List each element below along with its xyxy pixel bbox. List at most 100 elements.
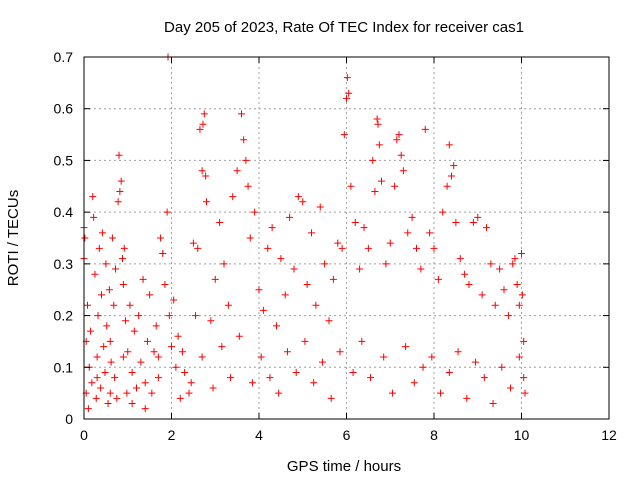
data-point bbox=[139, 275, 147, 283]
data-point bbox=[316, 203, 324, 211]
data-point bbox=[518, 291, 526, 299]
data-point bbox=[375, 141, 383, 149]
data-point bbox=[474, 213, 482, 221]
data-point bbox=[340, 131, 348, 139]
data-point bbox=[148, 389, 156, 397]
data-point bbox=[413, 244, 420, 252]
data-point bbox=[349, 368, 357, 376]
data-point bbox=[321, 260, 329, 268]
data-point bbox=[507, 384, 515, 392]
data-point bbox=[90, 213, 98, 221]
data-point bbox=[445, 368, 453, 376]
data-point bbox=[157, 234, 165, 242]
x-tick-label: 8 bbox=[430, 427, 438, 443]
data-point bbox=[198, 353, 206, 361]
data-point bbox=[187, 379, 195, 387]
data-point bbox=[108, 234, 116, 242]
data-point bbox=[266, 374, 274, 382]
data-point bbox=[391, 182, 399, 190]
data-point bbox=[283, 348, 291, 356]
x-tick-label: 6 bbox=[343, 427, 351, 443]
data-point bbox=[189, 239, 197, 247]
data-point bbox=[388, 389, 396, 397]
data-point bbox=[281, 291, 289, 299]
data-point bbox=[318, 358, 326, 366]
data-point bbox=[141, 405, 149, 413]
data-point bbox=[119, 281, 127, 289]
data-point bbox=[196, 125, 204, 133]
data-point bbox=[509, 260, 517, 268]
data-point bbox=[491, 301, 499, 309]
data-point bbox=[92, 394, 100, 402]
data-point bbox=[107, 358, 115, 366]
data-point bbox=[454, 348, 462, 356]
data-point bbox=[450, 162, 458, 170]
data-point bbox=[364, 244, 372, 252]
data-point bbox=[515, 301, 523, 309]
data-point bbox=[513, 281, 521, 289]
data-point bbox=[115, 151, 123, 159]
data-point bbox=[312, 301, 320, 309]
data-point bbox=[277, 255, 285, 263]
data-point bbox=[251, 208, 259, 216]
data-point bbox=[235, 332, 243, 340]
chart-title: Day 205 of 2023, Rate Of TEC Index for r… bbox=[164, 19, 524, 36]
data-point bbox=[273, 322, 280, 330]
data-point bbox=[103, 322, 111, 330]
data-point bbox=[419, 363, 427, 371]
data-point bbox=[146, 291, 154, 299]
data-point bbox=[248, 379, 256, 387]
x-axis-label: GPS time / hours bbox=[287, 458, 401, 475]
data-point bbox=[123, 389, 131, 397]
data-point bbox=[498, 363, 506, 371]
data-point bbox=[209, 384, 217, 392]
data-point bbox=[360, 224, 368, 232]
data-point bbox=[207, 317, 215, 325]
data-point bbox=[152, 322, 160, 330]
data-point bbox=[334, 239, 342, 247]
x-tick-label: 10 bbox=[514, 427, 530, 443]
data-point bbox=[399, 167, 407, 175]
data-point bbox=[404, 229, 412, 237]
data-point bbox=[374, 120, 382, 128]
data-point bbox=[89, 193, 97, 201]
data-point bbox=[240, 136, 248, 144]
data-point bbox=[347, 182, 355, 190]
data-point bbox=[159, 250, 167, 258]
data-point bbox=[299, 198, 307, 206]
data-point bbox=[218, 343, 226, 351]
data-point bbox=[91, 270, 99, 278]
data-point bbox=[104, 399, 112, 407]
data-point bbox=[124, 348, 132, 356]
data-point bbox=[233, 167, 241, 175]
data-point bbox=[126, 301, 134, 309]
data-point bbox=[200, 110, 208, 118]
data-point bbox=[106, 337, 114, 345]
data-point bbox=[116, 187, 124, 195]
data-point bbox=[119, 255, 126, 263]
data-point bbox=[203, 198, 210, 206]
data-point bbox=[117, 177, 125, 185]
data-point bbox=[369, 156, 377, 164]
data-point bbox=[81, 234, 89, 242]
data-point bbox=[143, 337, 151, 345]
data-point bbox=[216, 218, 224, 226]
data-point bbox=[487, 260, 495, 268]
data-point bbox=[199, 120, 207, 128]
data-point bbox=[329, 275, 337, 283]
data-point bbox=[303, 281, 311, 289]
data-point bbox=[430, 244, 438, 252]
data-point bbox=[137, 358, 145, 366]
y-tick-label: 0.2 bbox=[54, 308, 74, 324]
data-point bbox=[192, 312, 200, 320]
data-point bbox=[202, 172, 210, 180]
data-point bbox=[286, 213, 294, 221]
data-point bbox=[122, 317, 130, 325]
data-point bbox=[367, 374, 375, 382]
data-point bbox=[402, 343, 410, 351]
data-point bbox=[515, 353, 523, 361]
data-point bbox=[246, 234, 254, 242]
data-point bbox=[496, 265, 504, 273]
data-point bbox=[439, 208, 447, 216]
